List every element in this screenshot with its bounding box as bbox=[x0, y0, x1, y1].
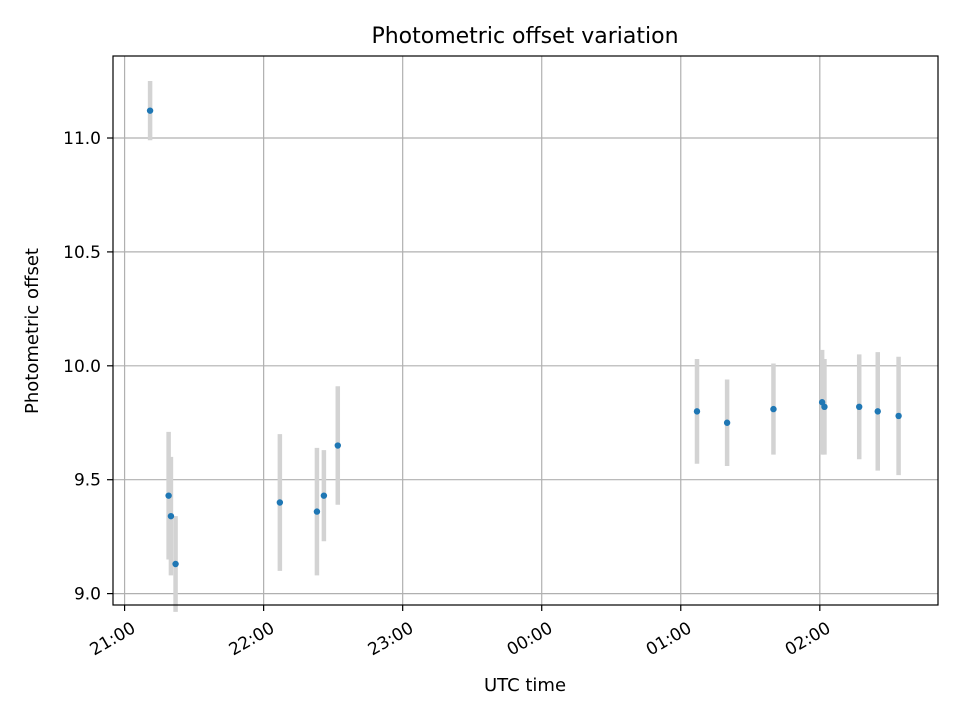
data-point bbox=[276, 499, 284, 506]
data-point bbox=[334, 442, 341, 449]
data-point bbox=[146, 107, 154, 114]
y-axis-label: Photometric offset bbox=[22, 248, 43, 414]
data-point bbox=[313, 508, 321, 515]
data-point bbox=[895, 412, 902, 420]
y-tick-label: 11.0 bbox=[63, 129, 101, 149]
plot-frame bbox=[112, 55, 939, 606]
y-tick-label: 9.0 bbox=[74, 585, 101, 605]
data-point bbox=[320, 492, 328, 499]
y-axis-ticks: 9.0 9.5 10.0 10.5 11.0 bbox=[63, 129, 113, 605]
data-point bbox=[770, 405, 777, 413]
chart-title: Photometric offset variation bbox=[371, 24, 678, 49]
data-point bbox=[693, 408, 701, 415]
data-point bbox=[874, 408, 881, 415]
data-point bbox=[723, 419, 731, 426]
data-point bbox=[167, 512, 175, 520]
y-tick-label: 10.0 bbox=[63, 357, 101, 377]
x-axis-label: UTC time bbox=[484, 675, 566, 696]
y-tick-label: 10.5 bbox=[63, 243, 101, 263]
data-points bbox=[146, 107, 902, 568]
data-point bbox=[821, 403, 828, 411]
data-point bbox=[172, 560, 179, 568]
y-tick-label: 9.5 bbox=[74, 471, 101, 491]
data-point bbox=[856, 403, 863, 411]
data-point bbox=[165, 492, 172, 499]
grid bbox=[113, 56, 938, 605]
